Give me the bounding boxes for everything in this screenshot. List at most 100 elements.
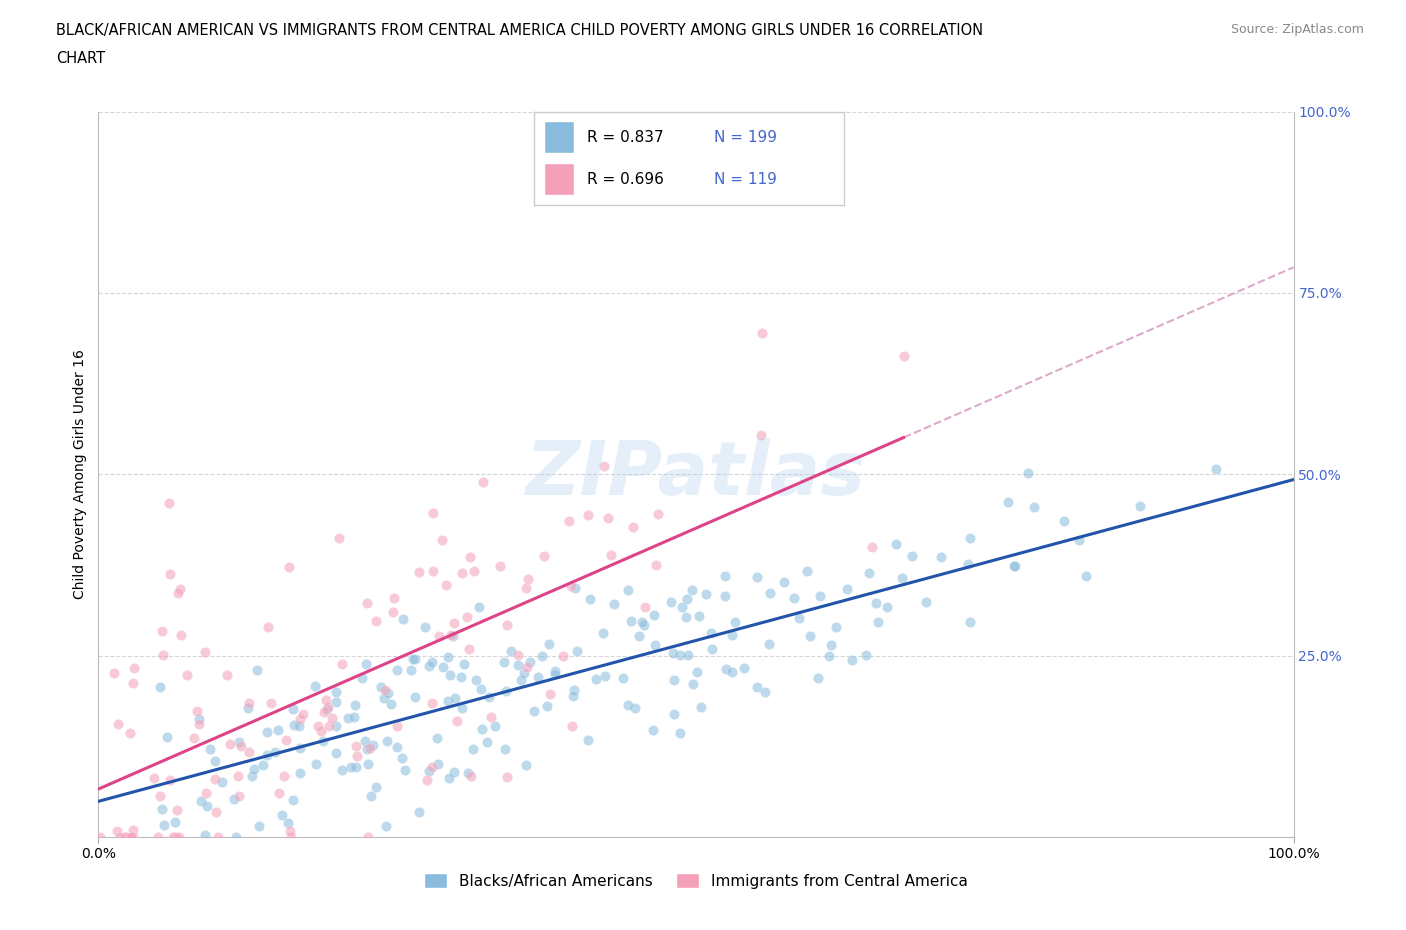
Point bbox=[183, 731, 205, 746]
Point bbox=[458, 642, 481, 657]
Point bbox=[443, 764, 465, 779]
Point bbox=[997, 494, 1019, 509]
Point bbox=[446, 713, 468, 728]
Point bbox=[312, 733, 335, 748]
Point bbox=[634, 600, 657, 615]
Point bbox=[1004, 559, 1026, 574]
Point bbox=[344, 760, 367, 775]
Point bbox=[304, 679, 326, 694]
Point bbox=[506, 648, 529, 663]
Point bbox=[418, 658, 440, 673]
Point bbox=[422, 760, 444, 775]
Point bbox=[929, 550, 952, 565]
Point bbox=[357, 830, 380, 844]
Point bbox=[733, 660, 755, 675]
Point bbox=[714, 589, 737, 604]
Point bbox=[436, 650, 458, 665]
Point bbox=[519, 655, 541, 670]
Point bbox=[382, 591, 405, 605]
Point bbox=[318, 718, 340, 733]
Point bbox=[256, 724, 278, 739]
Point bbox=[394, 763, 416, 777]
Point bbox=[720, 665, 742, 680]
Point bbox=[350, 671, 373, 685]
Point bbox=[267, 723, 290, 737]
Point bbox=[865, 596, 887, 611]
Point bbox=[159, 773, 181, 788]
Point bbox=[325, 718, 347, 733]
Point bbox=[343, 698, 366, 712]
Point bbox=[194, 828, 217, 843]
Point bbox=[876, 599, 898, 614]
Point bbox=[592, 459, 614, 474]
Point bbox=[841, 653, 863, 668]
Point bbox=[211, 774, 233, 789]
Point bbox=[603, 596, 626, 611]
Point bbox=[515, 581, 537, 596]
Point bbox=[659, 595, 682, 610]
Point bbox=[758, 636, 780, 651]
FancyBboxPatch shape bbox=[544, 163, 575, 195]
Point bbox=[194, 644, 217, 659]
Point bbox=[238, 744, 260, 759]
Legend: Blacks/African Americans, Immigrants from Central America: Blacks/African Americans, Immigrants fro… bbox=[418, 867, 974, 895]
Point bbox=[664, 672, 686, 687]
Point bbox=[422, 506, 444, 521]
Point bbox=[544, 667, 567, 682]
Point bbox=[291, 707, 314, 722]
Point bbox=[633, 618, 655, 632]
Point bbox=[343, 710, 366, 724]
Point bbox=[627, 629, 650, 644]
Point bbox=[471, 474, 494, 489]
Point bbox=[321, 711, 343, 725]
Point bbox=[460, 768, 482, 783]
Point bbox=[461, 741, 484, 756]
Point bbox=[1067, 533, 1090, 548]
Point bbox=[578, 507, 600, 522]
Text: N = 119: N = 119 bbox=[714, 171, 776, 187]
Point bbox=[281, 792, 304, 807]
Point bbox=[385, 719, 408, 734]
Point bbox=[893, 349, 915, 364]
Point bbox=[165, 830, 187, 844]
Point bbox=[565, 644, 588, 658]
Point bbox=[337, 711, 360, 725]
Point bbox=[1052, 513, 1074, 528]
Point bbox=[121, 676, 143, 691]
Point bbox=[316, 702, 339, 717]
Y-axis label: Child Poverty Among Girls Under 16: Child Poverty Among Girls Under 16 bbox=[73, 350, 87, 599]
Point bbox=[443, 615, 465, 630]
Point bbox=[273, 769, 295, 784]
Point bbox=[478, 690, 501, 705]
Point bbox=[808, 589, 831, 604]
Point bbox=[492, 655, 515, 670]
Point bbox=[380, 696, 402, 711]
Point bbox=[413, 620, 436, 635]
Point bbox=[404, 652, 426, 667]
Point bbox=[167, 830, 190, 844]
Point bbox=[143, 770, 166, 785]
Point bbox=[558, 513, 581, 528]
Text: BLACK/AFRICAN AMERICAN VS IMMIGRANTS FROM CENTRAL AMERICA CHILD POVERTY AMONG GI: BLACK/AFRICAN AMERICAN VS IMMIGRANTS FRO… bbox=[56, 23, 983, 38]
Point bbox=[107, 717, 129, 732]
Point bbox=[150, 623, 173, 638]
Point bbox=[475, 735, 498, 750]
Point bbox=[592, 626, 614, 641]
Point bbox=[837, 582, 859, 597]
Point bbox=[316, 699, 339, 714]
Point bbox=[641, 723, 664, 737]
Point bbox=[807, 671, 830, 685]
Point bbox=[373, 691, 395, 706]
Point bbox=[671, 600, 693, 615]
Point bbox=[643, 607, 665, 622]
Point bbox=[884, 537, 907, 551]
Point bbox=[538, 687, 561, 702]
Point bbox=[451, 566, 474, 581]
Point bbox=[243, 762, 266, 777]
Point bbox=[392, 611, 415, 626]
Point bbox=[188, 716, 211, 731]
Point bbox=[427, 629, 450, 644]
Point bbox=[536, 698, 558, 713]
Point bbox=[496, 770, 519, 785]
Point bbox=[1129, 498, 1152, 513]
